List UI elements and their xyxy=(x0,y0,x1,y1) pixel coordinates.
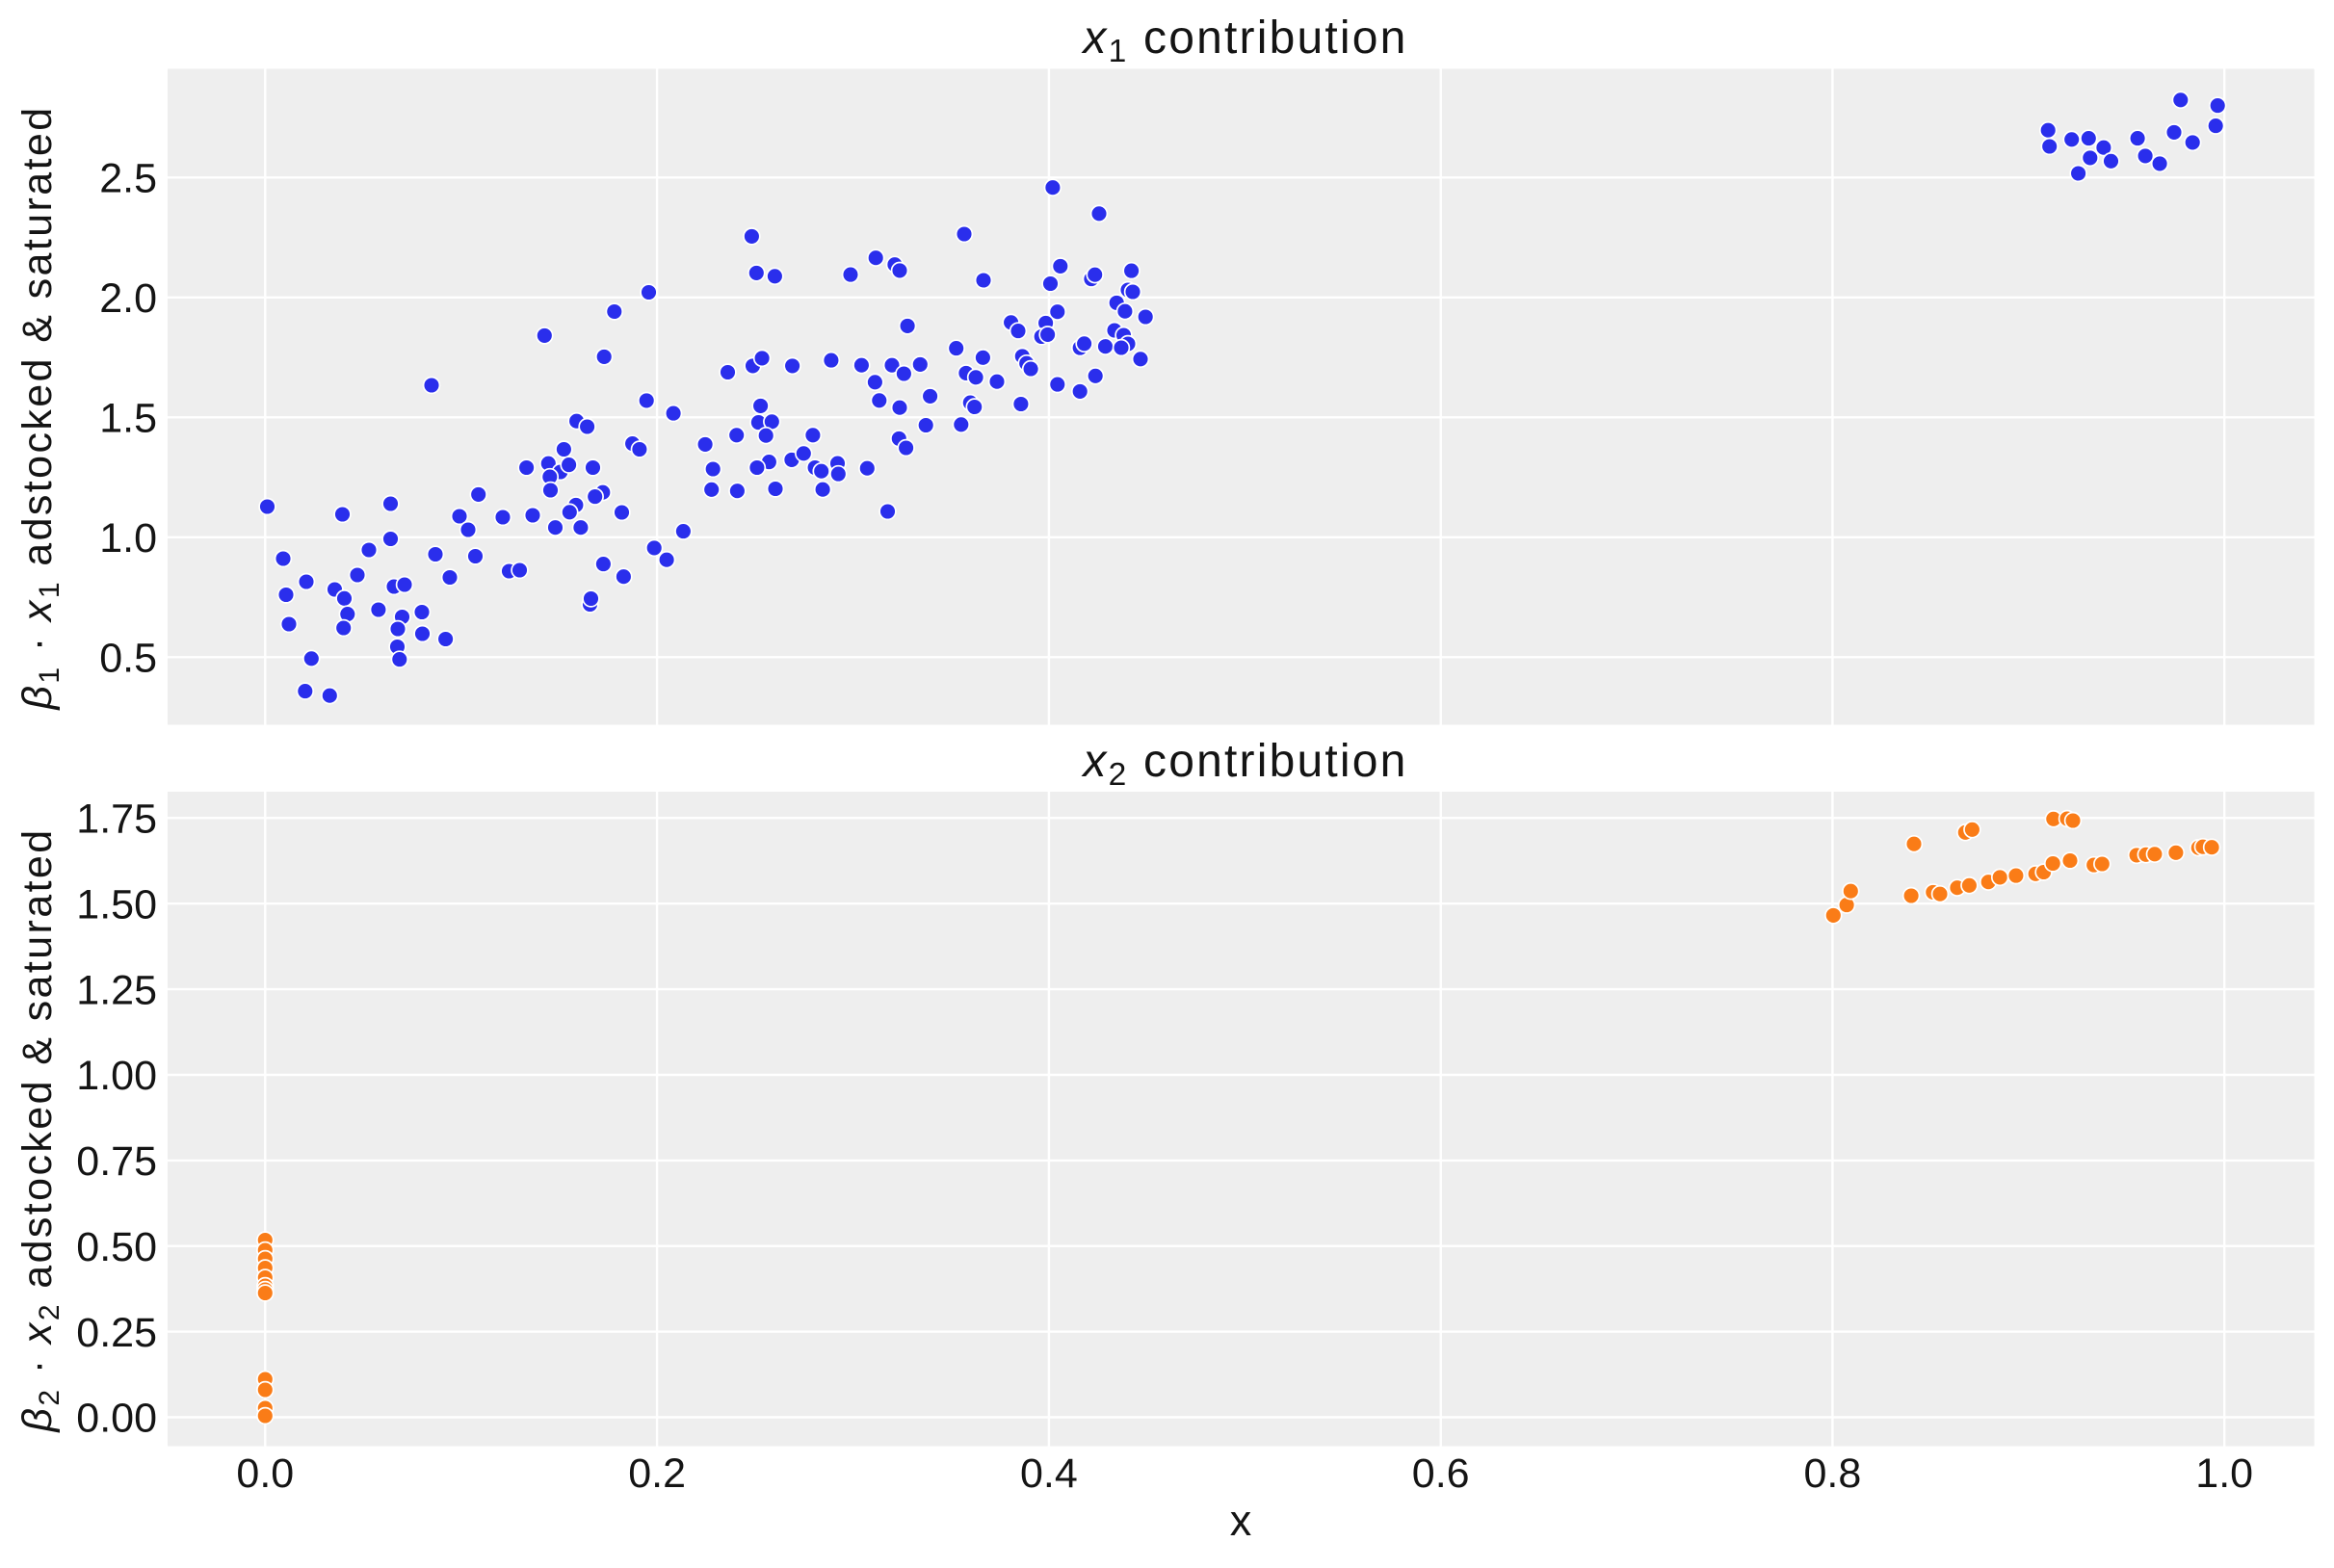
svg-text:1.75: 1.75 xyxy=(76,797,157,843)
svg-text:1.0: 1.0 xyxy=(99,515,157,562)
svg-text:1.5: 1.5 xyxy=(99,396,157,442)
svg-text:2.5: 2.5 xyxy=(99,156,157,202)
svg-text:0.6: 0.6 xyxy=(1412,1450,1470,1497)
svg-text:x: x xyxy=(1230,1496,1252,1545)
svg-text:0.25: 0.25 xyxy=(76,1310,157,1356)
svg-text:0.50: 0.50 xyxy=(76,1224,157,1270)
svg-text:0.2: 0.2 xyxy=(628,1450,686,1497)
svg-text:0.5: 0.5 xyxy=(99,636,157,682)
svg-text:2.0: 2.0 xyxy=(99,275,157,322)
svg-text:0.8: 0.8 xyxy=(1804,1450,1862,1497)
svg-text:1.25: 1.25 xyxy=(76,967,157,1013)
svg-text:0.75: 0.75 xyxy=(76,1138,157,1185)
svg-text:0.0: 0.0 xyxy=(236,1450,294,1497)
svg-text:x1 contribution: x1 contribution xyxy=(1081,13,1407,69)
svg-text:1.50: 1.50 xyxy=(76,881,157,928)
svg-text:1.00: 1.00 xyxy=(76,1053,157,1099)
svg-text:β2 · x2 adstocked & saturated: β2 · x2 adstocked & saturated xyxy=(14,827,66,1433)
svg-text:β1 · x1 adstocked & saturated: β1 · x1 adstocked & saturated xyxy=(14,105,66,711)
svg-text:1.0: 1.0 xyxy=(2195,1450,2253,1497)
svg-text:x2 contribution: x2 contribution xyxy=(1081,736,1407,793)
svg-text:0.4: 0.4 xyxy=(1020,1450,1078,1497)
svg-text:0.00: 0.00 xyxy=(76,1396,157,1442)
